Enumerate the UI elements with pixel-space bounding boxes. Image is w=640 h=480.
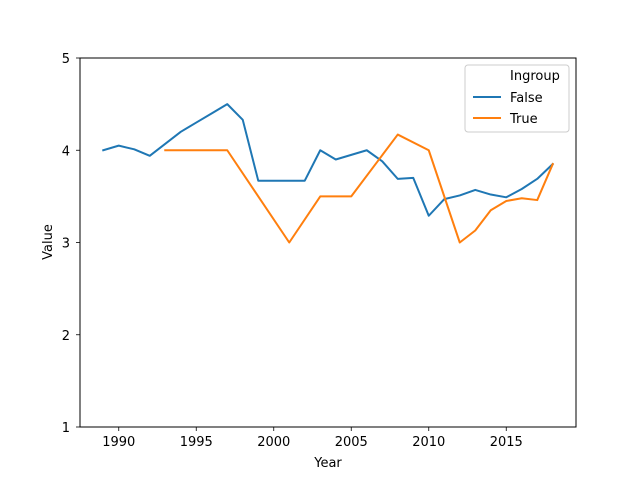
legend: Ingroup False True <box>464 64 570 133</box>
series-layer <box>102 103 555 244</box>
series-line-false <box>102 103 555 217</box>
x-tick-label: 1990 <box>102 435 135 450</box>
series-line-true <box>164 133 555 244</box>
y-tick-label: 4 <box>62 144 70 159</box>
x-axis: 1990 1995 2000 2005 2010 2015 <box>102 427 523 450</box>
legend-box <box>464 64 570 133</box>
x-tick-label: 1995 <box>180 435 213 450</box>
x-axis-label: Year <box>313 456 342 471</box>
y-tick-label: 5 <box>62 52 70 67</box>
y-axis-label: Value <box>41 224 56 260</box>
y-axis: 1 2 3 4 5 <box>62 52 80 436</box>
legend-label-false: False <box>510 91 543 106</box>
legend-label-true: True <box>509 112 538 127</box>
x-tick-label: 2010 <box>412 435 445 450</box>
legend-title: Ingroup <box>510 69 560 84</box>
y-tick-label: 3 <box>62 237 70 252</box>
y-tick-label: 2 <box>62 329 70 344</box>
y-tick-label: 1 <box>62 421 70 436</box>
x-tick-label: 2015 <box>490 435 523 450</box>
x-tick-label: 2000 <box>257 435 290 450</box>
x-tick-label: 2005 <box>335 435 368 450</box>
